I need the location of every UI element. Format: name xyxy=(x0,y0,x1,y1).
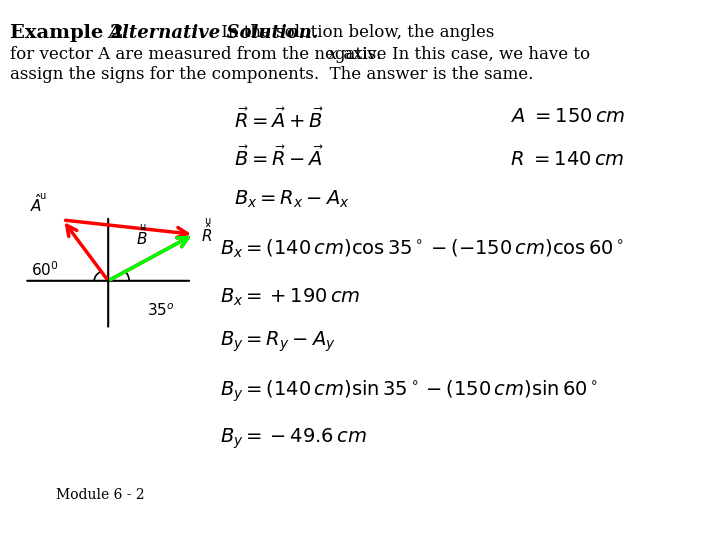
Text: $B_y = R_y - A_y$: $B_y = R_y - A_y$ xyxy=(220,329,336,354)
Text: $\vec{R} = \vec{A} + \vec{B}$: $\vec{R} = \vec{A} + \vec{B}$ xyxy=(234,108,323,132)
Text: u: u xyxy=(140,222,146,232)
Text: $60^0$: $60^0$ xyxy=(32,261,59,279)
Text: $B_y = -49.6\,cm$: $B_y = -49.6\,cm$ xyxy=(220,427,366,451)
Text: $B_x = R_x - A_x$: $B_x = R_x - A_x$ xyxy=(234,189,349,210)
Text: $B_y = (140\,cm)\sin 35^\circ - (150\,cm)\sin 60^\circ$: $B_y = (140\,cm)\sin 35^\circ - (150\,cm… xyxy=(220,378,598,403)
Text: $A \ = 150\,cm$: $A \ = 150\,cm$ xyxy=(510,108,625,126)
Text: $\hat{R}$: $\hat{R}$ xyxy=(201,224,212,245)
Text: u: u xyxy=(204,216,211,226)
Text: u: u xyxy=(39,191,45,201)
Text: $R \ = 140\,cm$: $R \ = 140\,cm$ xyxy=(510,151,624,169)
Text: Example 2: Example 2 xyxy=(11,24,124,42)
Text: for vector A are measured from the negative: for vector A are measured from the negat… xyxy=(11,46,392,63)
Text: $\hat{A}$: $\hat{A}$ xyxy=(30,193,42,214)
Text: Alternative Solution.: Alternative Solution. xyxy=(108,24,318,42)
Text: x: x xyxy=(328,46,338,63)
Text: $35^o$: $35^o$ xyxy=(147,302,174,319)
Text: $B_x = +190\,cm$: $B_x = +190\,cm$ xyxy=(220,286,361,307)
Text: In the solution below, the angles: In the solution below, the angles xyxy=(217,24,495,41)
Text: axis.  In this case, we have to: axis. In this case, we have to xyxy=(338,46,590,63)
Text: assign the signs for the components.  The answer is the same.: assign the signs for the components. The… xyxy=(11,66,534,83)
Text: Module 6 - 2: Module 6 - 2 xyxy=(56,488,145,502)
Text: $\vec{B} = \vec{R} - \vec{A}$: $\vec{B} = \vec{R} - \vec{A}$ xyxy=(234,146,323,170)
Text: $B_x = (140\,cm)\cos 35^\circ - (-150\,cm)\cos 60^\circ$: $B_x = (140\,cm)\cos 35^\circ - (-150\,c… xyxy=(220,238,624,260)
Text: $\hat{B}$: $\hat{B}$ xyxy=(136,226,148,248)
